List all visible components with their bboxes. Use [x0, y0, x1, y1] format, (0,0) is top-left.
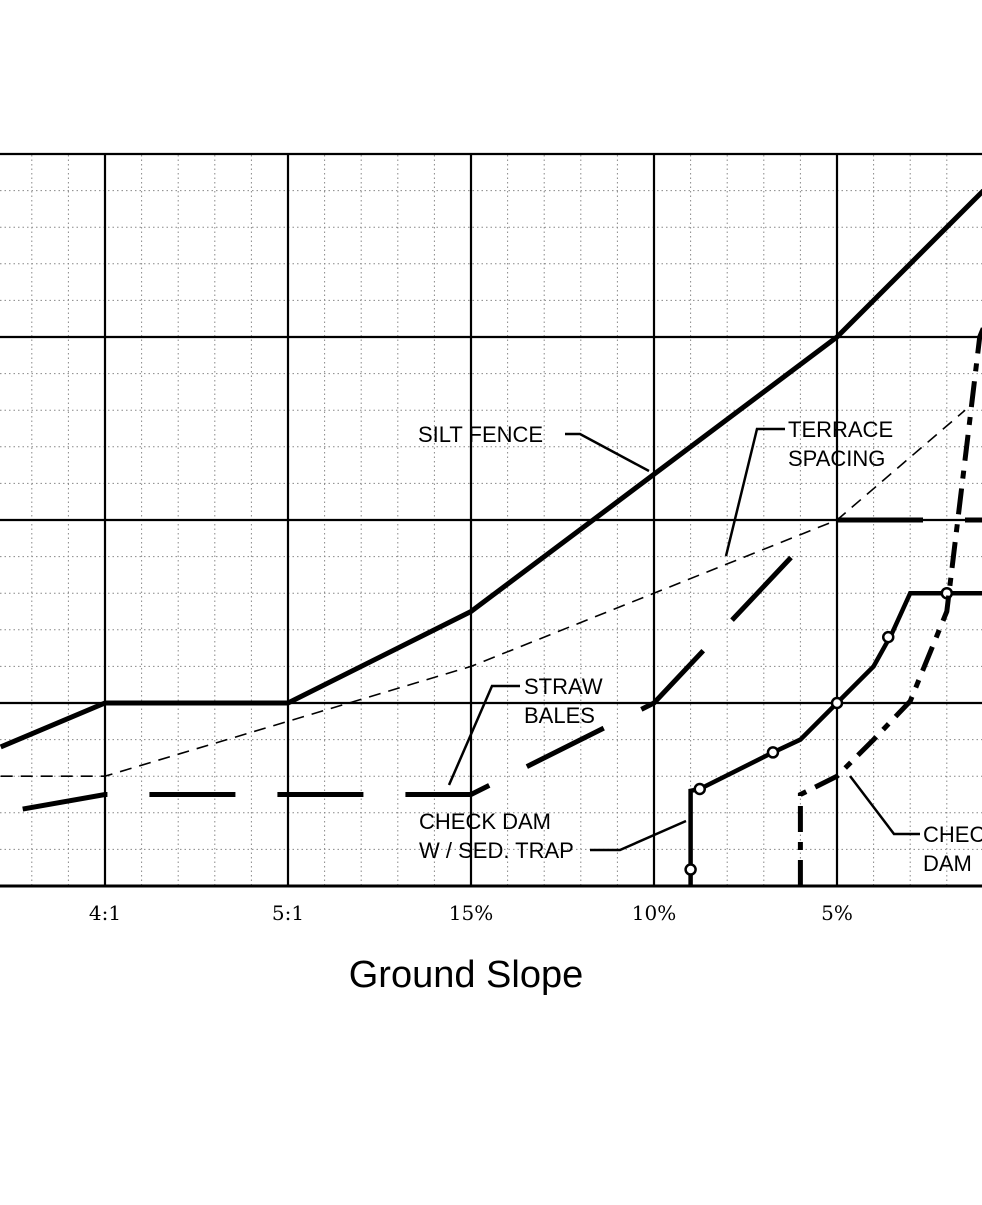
leader-straw-bales [447, 684, 520, 786]
x-tick-label: 5:1 [272, 901, 304, 925]
series-line-6 [797, 326, 982, 886]
series-marker [830, 696, 844, 710]
annotation-check-dam-line1: CHEC [923, 822, 982, 847]
x-tick-label: 10% [632, 901, 676, 925]
annotation-straw-bales-line1: STRAW [524, 674, 603, 699]
annotation-terrace-spacing-line1: TERRACE [788, 417, 893, 442]
x-tick-label: 15% [449, 901, 493, 925]
x-tick-label: 4:1 [89, 901, 121, 925]
annotation-silt-fence: SILT FENCE [418, 422, 543, 447]
leader-silt-fence [565, 432, 650, 473]
annotations: SILT FENCE TERRACE SPACING STRAW BALES C… [418, 417, 982, 876]
annotation-check-dam-line2: DAM [923, 851, 972, 876]
series-line-2 [0, 409, 966, 778]
series-line-1 [0, 188, 982, 750]
annotation-straw-bales-line2: BALES [524, 703, 595, 728]
annotation-check-dam-sed-trap-line2: W / SED. TRAP [419, 838, 574, 863]
leader-terrace-spacing [724, 427, 785, 557]
annotation-leaders [447, 427, 920, 852]
series-marker [693, 782, 706, 796]
x-axis-title: Ground Slope [349, 954, 584, 996]
x-tick-label: 5% [821, 901, 853, 925]
leader-check-dam-sed-trap [590, 819, 687, 852]
series-line-3 [22, 545, 803, 812]
series-layer [0, 188, 982, 886]
annotation-terrace-spacing-line2: SPACING [788, 446, 885, 471]
series-marker [881, 630, 895, 644]
x-tick-labels: 4:1 5:1 15% 10% 5% [89, 901, 853, 925]
series-marker [684, 863, 697, 876]
annotation-check-dam-sed-trap-line1: CHECK DAM [419, 809, 551, 834]
leader-check-dam [849, 775, 920, 836]
series-marker [766, 746, 780, 759]
